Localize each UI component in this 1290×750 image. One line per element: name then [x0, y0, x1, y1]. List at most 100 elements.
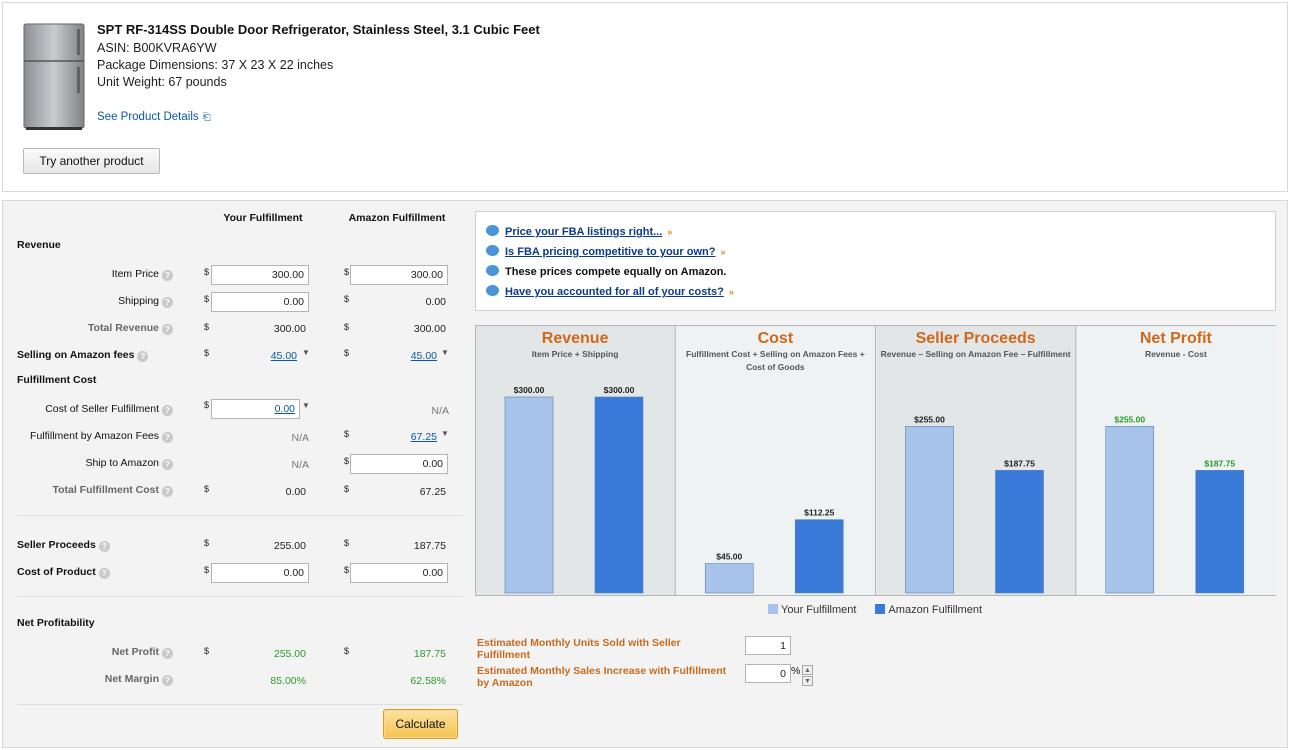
chevron-down-icon[interactable]: »: [720, 247, 726, 257]
help-icon[interactable]: ?: [162, 459, 173, 470]
currency-symbol: $: [344, 429, 350, 439]
shipping-row-label: Shipping?: [13, 295, 173, 308]
divider: [17, 596, 463, 597]
seller-proceeds-row-label: Seller Proceeds?: [17, 539, 197, 552]
cost-seller-fulfillment-your-input[interactable]: 0.00: [211, 399, 300, 419]
bar-amazon: [594, 396, 644, 594]
bar-your: [1105, 426, 1155, 594]
help-icon[interactable]: ?: [162, 486, 173, 497]
selling-fees-your-link[interactable]: 45.00: [270, 350, 297, 362]
chevron-down-icon[interactable]: »: [728, 287, 734, 297]
est-increase-input[interactable]: [745, 664, 791, 683]
spinner-up-icon[interactable]: ▲: [802, 665, 813, 675]
help-icon[interactable]: ?: [162, 675, 173, 686]
tip-row: These prices compete equally on Amazon.: [486, 265, 727, 278]
selling-fees-amazon-link[interactable]: 45.00: [410, 350, 437, 362]
bar-value-label: $255.00: [1114, 414, 1145, 424]
help-icon[interactable]: ?: [162, 270, 173, 281]
total-fulfillment-your-value: 0.00: [285, 486, 306, 498]
help-icon[interactable]: ?: [137, 351, 149, 362]
try-another-product-button[interactable]: Try another product: [23, 148, 160, 174]
calculator-panel: Your Fulfillment Amazon Fulfillment Reve…: [2, 200, 1288, 748]
currency-symbol: $: [204, 484, 210, 494]
cost-of-product-amazon-input[interactable]: [350, 563, 448, 583]
help-icon[interactable]: ?: [162, 324, 173, 335]
product-card: SPT RF-314SS Double Door Refrigerator, S…: [2, 2, 1288, 192]
tip-accounted-costs-link[interactable]: Have you accounted for all of your costs…: [505, 286, 724, 298]
spinner-down-icon[interactable]: ▼: [802, 676, 813, 686]
product-asin: ASIN: B00KVRA6YW: [97, 41, 217, 55]
net-margin-amazon-value: 62.58%: [410, 675, 446, 687]
bar-your: [504, 396, 554, 594]
net-margin-row-label: Net Margin?: [13, 673, 173, 686]
tip-price-fba-link[interactable]: Price your FBA listings right...: [505, 226, 663, 238]
est-units-input[interactable]: [745, 636, 791, 655]
seller-proceeds-your-value: 255.00: [273, 540, 306, 552]
chevron-down-icon[interactable]: ▼: [441, 429, 449, 438]
help-icon[interactable]: ?: [98, 568, 110, 579]
comparison-chart: Revenue Item Price + Shipping $300.00 $300.…: [475, 325, 1276, 596]
item-price-your-input[interactable]: [211, 265, 309, 285]
product-title: SPT RF-314SS Double Door Refrigerator, S…: [97, 22, 540, 37]
bar-value-label: $255.00: [914, 414, 945, 424]
net-margin-your-value: 85.00%: [270, 675, 306, 687]
ship-to-amazon-label: Ship to Amazon: [85, 457, 159, 469]
ship-to-amazon-row-label: Ship to Amazon?: [13, 457, 173, 470]
product-weight: Unit Weight: 67 pounds: [97, 75, 227, 89]
currency-symbol: $: [344, 456, 350, 466]
bar-value-label: $187.75: [1204, 458, 1235, 468]
currency-symbol: $: [344, 646, 350, 656]
ship-to-amazon-amazon-input[interactable]: [350, 454, 448, 474]
item-price-amazon-input[interactable]: [350, 265, 448, 285]
cost-of-product-your-input[interactable]: [211, 563, 309, 583]
speech-bubble-icon: [486, 245, 499, 256]
chevron-down-icon[interactable]: ▼: [302, 401, 310, 410]
currency-symbol: $: [204, 538, 210, 548]
chart-group-title: Revenue: [542, 330, 609, 347]
help-icon[interactable]: ?: [162, 648, 173, 659]
col-header-your-fulfillment: Your Fulfillment: [223, 212, 303, 224]
currency-symbol: $: [204, 322, 210, 332]
chevron-down-icon[interactable]: ▼: [302, 348, 310, 357]
currency-symbol: $: [344, 484, 350, 494]
seller-proceeds-amazon-value: 187.75: [413, 540, 446, 552]
net-profitability-section-header: Net Profitability: [17, 617, 95, 629]
selling-fees-row-label: Selling on Amazon fees?: [17, 349, 197, 362]
ship-to-amazon-your-value: N/A: [291, 459, 309, 471]
currency-symbol: $: [344, 294, 350, 304]
fba-fees-label: Fulfillment by Amazon Fees: [30, 430, 159, 442]
currency-symbol: $: [204, 294, 210, 304]
cost-of-product-label: Cost of Product: [17, 566, 96, 578]
bar-value-label: $187.75: [1004, 458, 1035, 468]
seller-proceeds-label: Seller Proceeds: [17, 539, 96, 551]
help-icon[interactable]: ?: [162, 297, 173, 308]
chevron-down-icon[interactable]: ▼: [441, 348, 449, 357]
legend-swatch-your: [768, 604, 778, 614]
see-product-details-link[interactable]: See Product Details ⎗: [97, 111, 211, 123]
bar-value-label: $300.00: [514, 385, 545, 395]
net-margin-label: Net Margin: [104, 673, 159, 685]
currency-symbol: $: [344, 538, 350, 548]
fba-fees-amazon-link[interactable]: 67.25: [410, 431, 437, 443]
currency-symbol: $: [204, 565, 210, 575]
shipping-your-input[interactable]: [211, 292, 309, 312]
tip-fba-competitive-link[interactable]: Is FBA pricing competitive to your own?: [505, 246, 716, 258]
chevron-down-icon[interactable]: »: [667, 227, 673, 237]
total-revenue-your-value: 300.00: [273, 323, 306, 335]
tip-row: Is FBA pricing competitive to your own? »: [486, 245, 725, 258]
fulfillment-cost-section-header: Fulfillment Cost: [17, 374, 97, 386]
currency-symbol: $: [344, 565, 350, 575]
help-icon[interactable]: ?: [162, 432, 173, 443]
shipping-label: Shipping: [118, 295, 159, 307]
calculate-button[interactable]: Calculate: [383, 709, 458, 739]
fba-fees-row-label: Fulfillment by Amazon Fees?: [13, 430, 173, 443]
help-icon[interactable]: ?: [162, 405, 173, 416]
external-link-icon: ⎗: [202, 112, 211, 123]
currency-symbol: $: [204, 646, 210, 656]
currency-symbol: $: [204, 348, 210, 358]
help-icon[interactable]: ?: [98, 541, 110, 552]
refrigerator-image: [23, 23, 85, 130]
chart-legend: Your Fulfillment Amazon Fulfillment: [768, 604, 982, 616]
legend-label-your: Your Fulfillment: [781, 604, 857, 616]
shipping-amazon-value: 0.00: [425, 296, 446, 308]
